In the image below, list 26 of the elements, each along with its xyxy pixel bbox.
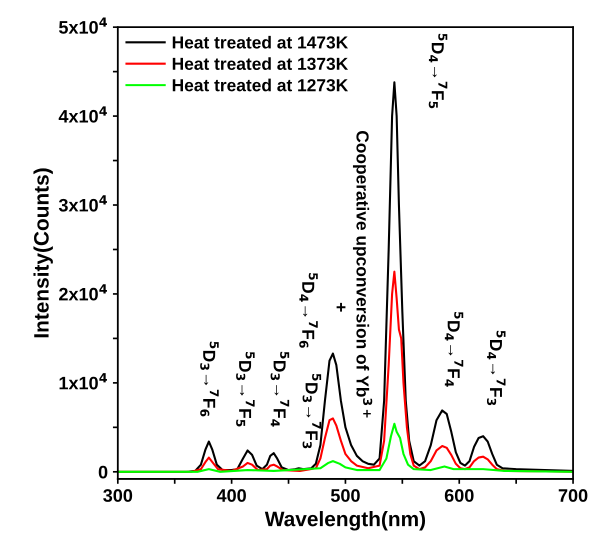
y-tick-label: 1x10$^{4}$: [60, 373, 107, 390]
x-tick-label: 400: [216, 489, 246, 502]
x-tick-label: 500: [330, 489, 360, 502]
annotation: $^{5}$D$_{4}$→$^{7}$F$_{5}$: [428, 34, 448, 108]
annotation: $^{5}$D$_{4}$→$^{7}$F$_{6}$: [299, 273, 318, 348]
x-tick-label: 700: [558, 489, 588, 502]
annotation: $^{5}$D$_{4}$→$^{7}$F$_{3}$: [486, 330, 506, 406]
annotation: Cooperative upconversion of Yb$^{3+}$: [352, 130, 372, 418]
y-tick-label: 5x10$^{4}$: [58, 17, 107, 34]
x-tick-label: 300: [103, 489, 132, 502]
y-tick-label: 0: [98, 466, 108, 479]
x-tick-label: 600: [444, 489, 474, 502]
annotation: $^{5}$D$_{3}$→$^{7}$F$_{5}$: [236, 352, 255, 426]
y-tick-label: 4x10$^{4}$: [58, 106, 107, 123]
y-tick-label: 2x10$^{4}$: [59, 284, 107, 301]
annotation: $^{5}$D$_{3}$→$^{7}$F$_{3}$: [302, 374, 322, 448]
annotation: $^{5}$D$_{3}$→$^{7}$F$_{6}$: [200, 342, 219, 416]
legend-label: Heat treated at 1373K: [172, 57, 348, 70]
y-tick-label: 3x10$^{4}$: [58, 195, 107, 212]
annotation: +: [336, 302, 346, 312]
x-axis-title: Wavelength(nm): [264, 511, 426, 531]
legend-label: Heat treated at 1273K: [172, 78, 348, 92]
annotation: $^{5}$D$_{3}$→$^{7}$F$_{4}$: [270, 352, 290, 427]
legend-label: Heat treated at 1473K: [172, 36, 348, 49]
annotation: $^{5}$D$_{4}$→$^{7}$F$_{4}$: [444, 312, 464, 387]
y-axis-title: Intensity(Counts): [33, 168, 53, 338]
